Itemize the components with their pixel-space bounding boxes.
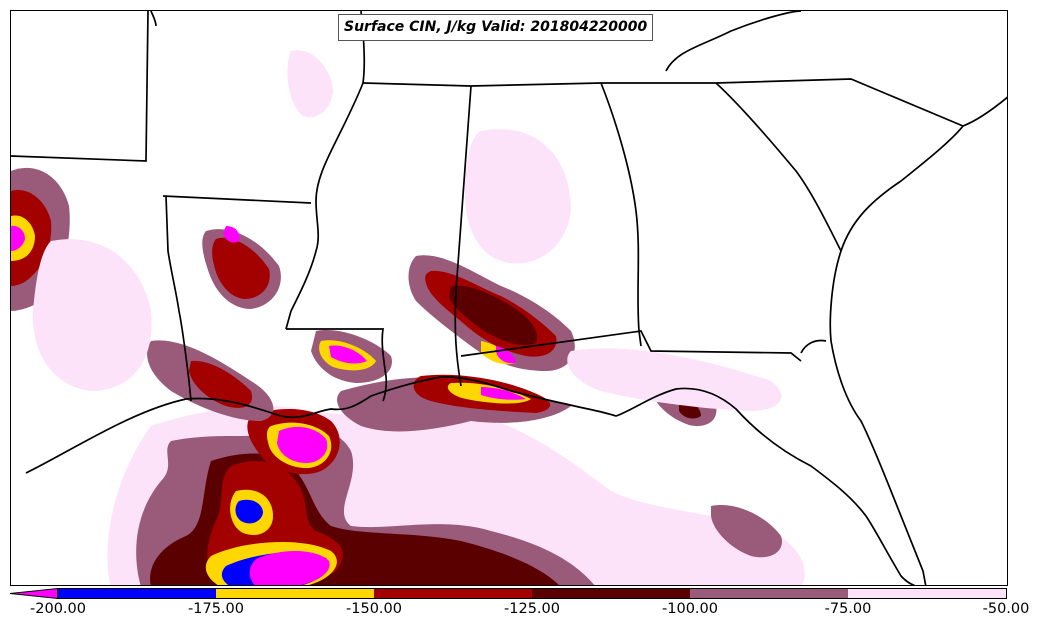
colorbar-bin	[374, 589, 532, 598]
cin-area-pale-4	[567, 348, 782, 411]
cin-area-pale-3	[32, 239, 152, 391]
colorbar-bin	[532, 589, 690, 598]
colorbar-frame	[57, 588, 1007, 599]
cin-area-tx-magenta	[11, 225, 25, 251]
colorbar-bin	[58, 589, 216, 598]
cin-area-magenta	[249, 551, 330, 585]
border-al-north	[470, 82, 602, 87]
colorbar-tick: -175.00	[188, 601, 244, 617]
border-tx-ok	[11, 11, 149, 162]
cin-area-coast-magenta	[481, 387, 526, 400]
east-coast-north	[962, 96, 1007, 127]
colorbar-bin	[690, 589, 848, 598]
border-ms-north	[362, 82, 472, 87]
colorbar-tick: -100.00	[662, 601, 718, 617]
colorbar-tick: -50.00	[982, 601, 1030, 617]
cin-area-pale-5	[287, 50, 333, 118]
cin-area-inland-darkred	[449, 285, 538, 346]
cin-area-la-red	[212, 237, 270, 299]
border-tn-ky	[665, 11, 802, 72]
cin-area-la-magenta	[223, 226, 240, 243]
border-ga-sc	[715, 82, 842, 252]
border-ar-la	[162, 195, 312, 204]
border-ga-nc	[601, 78, 964, 127]
border-la-ms-south	[286, 328, 388, 402]
cin-area-pale-2	[464, 129, 571, 264]
map-panel	[10, 10, 1008, 586]
colorbar-bins	[10, 588, 1006, 599]
cin-area-gulf-e-mauve	[711, 505, 782, 558]
colorbar-tick: -125.00	[504, 601, 560, 617]
atlantic-coast	[829, 125, 964, 585]
political-boundaries	[11, 11, 1007, 585]
cin-area-nola-magenta	[329, 345, 367, 364]
map-title: Surface CIN, J/kg Valid: 201804220000	[338, 14, 654, 41]
colorbar	[10, 588, 1007, 599]
colorbar-tick: -75.00	[824, 601, 872, 617]
coastline	[25, 376, 916, 585]
cin-map	[11, 11, 1007, 585]
border-ar-ms-north	[150, 11, 157, 27]
border-ga-fl-east	[800, 339, 827, 354]
colorbar-tick: -200.00	[30, 601, 86, 617]
colorbar-bin	[216, 589, 374, 598]
colorbar-bin	[848, 589, 1006, 598]
border-ms-river	[285, 82, 364, 330]
border-al-fl	[460, 330, 802, 362]
border-tx-la	[165, 195, 192, 402]
cin-area-blue	[235, 499, 263, 524]
colorbar-tick: -150.00	[346, 601, 402, 617]
cin-area-delta-magenta	[277, 426, 328, 463]
cin-area-etx-red	[189, 360, 253, 408]
colorbar-extend-min	[10, 588, 59, 599]
colorbar-tick-labels: -200.00 -175.00 -150.00 -125.00 -100.00 …	[0, 601, 1044, 627]
cin-contour-fills	[11, 50, 805, 585]
border-al-ga	[600, 82, 642, 347]
border-ms-al	[454, 85, 472, 387]
